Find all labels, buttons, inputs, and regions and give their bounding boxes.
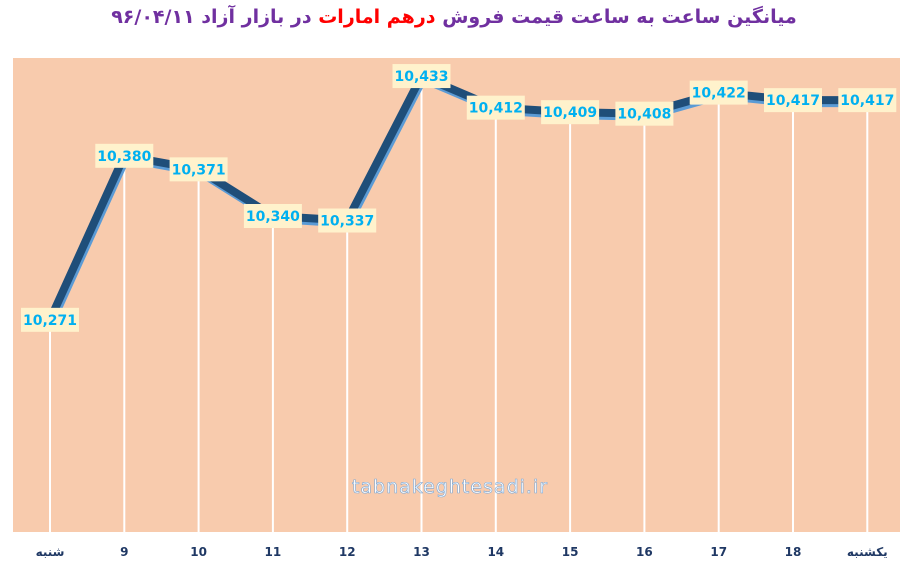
data-label-text: 10,409 <box>543 105 597 121</box>
data-label-box <box>318 208 377 233</box>
data-label-box <box>95 143 154 168</box>
title-part-2: درهم امارات <box>318 6 436 28</box>
plot-area <box>13 58 900 532</box>
x-tick-label: 12 <box>339 545 356 559</box>
data-label: 10,371 <box>169 157 228 182</box>
x-tick-label: 10 <box>190 545 207 559</box>
data-label-text: 10,271 <box>23 313 77 329</box>
x-tick-label: 15 <box>562 545 579 559</box>
data-label-text: 10,340 <box>246 209 300 225</box>
x-tick-label: 16 <box>636 545 653 559</box>
data-label-box <box>169 157 228 182</box>
data-label: 10,433 <box>392 64 451 89</box>
data-label-text: 10,408 <box>617 107 671 123</box>
data-label-box <box>466 95 525 120</box>
data-label: 10,337 <box>318 208 377 233</box>
data-label-text: 10,417 <box>766 93 820 109</box>
data-label: 10,340 <box>243 204 302 228</box>
x-tick-label: 11 <box>265 545 282 559</box>
data-label-text: 10,417 <box>840 93 894 109</box>
data-labels: 10,271 10,380 10,371 10,340 10,337 10,433 10,4… <box>21 64 897 332</box>
x-tick-label: یکشنبه <box>847 545 888 559</box>
data-label-box <box>764 88 822 113</box>
drop-lines <box>49 76 869 532</box>
x-tick-label: 17 <box>710 545 727 559</box>
data-label-box <box>615 101 674 126</box>
data-label: 10,417 <box>838 88 897 113</box>
data-label: 10,408 <box>615 101 674 126</box>
title-part-1: میانگین ساعت به ساعت قیمت فروش <box>442 6 797 28</box>
data-label-text: 10,371 <box>172 162 226 178</box>
x-tick-label: 18 <box>785 545 802 559</box>
x-tick-label: 14 <box>487 545 504 559</box>
x-tick-label: شنبه <box>36 545 65 559</box>
x-axis-ticks: شنبه 9 10 11 12 13 14 15 16 17 18 یکشنبه <box>36 545 888 559</box>
data-label-text: 10,337 <box>320 214 374 230</box>
data-label: 10,380 <box>95 143 154 168</box>
data-label-box <box>392 64 451 89</box>
data-label: 10,422 <box>689 80 748 105</box>
data-label-text: 10,380 <box>97 149 151 165</box>
title-part-4: ۹۶/۰۴/۱۱ <box>111 6 195 28</box>
watermark: tabnakeghtesadi.ir <box>352 476 548 498</box>
x-tick-label: 13 <box>413 545 430 559</box>
data-label-text: 10,433 <box>394 69 448 85</box>
data-label-box <box>838 88 897 113</box>
chart-title: میانگین ساعت به ساعت قیمت فروش درهم امار… <box>0 6 908 28</box>
data-label: 10,271 <box>21 307 79 332</box>
data-label-box <box>541 100 600 125</box>
x-tick-label: 9 <box>120 545 128 559</box>
data-label: 10,409 <box>541 100 600 125</box>
data-label-text: 10,412 <box>469 101 523 117</box>
title-part-3: در بازار آزاد <box>201 6 312 28</box>
data-label-box <box>21 307 79 332</box>
data-label-box <box>689 80 748 105</box>
data-label: 10,412 <box>466 95 525 120</box>
data-label-box <box>243 204 302 228</box>
data-label-text: 10,422 <box>692 86 746 102</box>
data-label: 10,417 <box>764 88 822 113</box>
